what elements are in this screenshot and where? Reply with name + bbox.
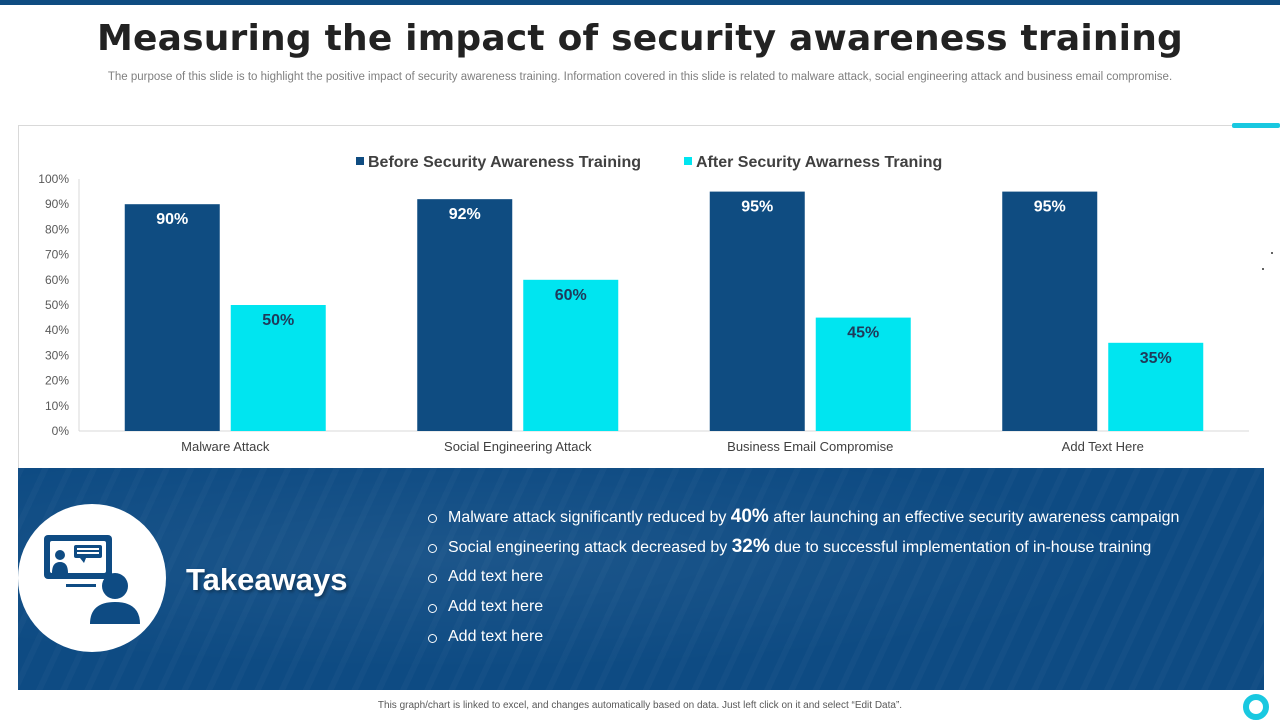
x-category-label: Add Text Here	[1062, 439, 1144, 454]
takeaway-text: Add text here	[448, 598, 544, 615]
footer-note: This graph/chart is linked to excel, and…	[377, 700, 903, 711]
y-tick-label: 100%	[38, 172, 69, 186]
page-subtitle: The purpose of this slide is to highligh…	[107, 71, 1173, 83]
takeaways-icon-circle	[18, 504, 166, 652]
bar-data-label: 35%	[1140, 350, 1172, 367]
takeaway-text: due to successful implementation of in-h…	[769, 539, 1152, 556]
takeaway-highlight: 32%	[731, 536, 770, 557]
bar-after	[523, 279, 619, 431]
takeaway-text: Add text here	[448, 628, 544, 645]
legend-swatch	[684, 157, 692, 165]
bar-before	[1002, 191, 1098, 431]
chart-frame	[18, 125, 1264, 468]
y-tick-label: 0%	[52, 424, 70, 438]
takeaways-list: Malware attack significantly reduced by …	[428, 504, 1248, 654]
y-tick-label: 30%	[45, 348, 69, 362]
takeaway-text: Add text here	[448, 568, 544, 585]
page-title: Measuring the impact of security awarene…	[96, 18, 1184, 59]
bullet-ring-icon	[428, 514, 437, 523]
y-tick-label: 50%	[45, 298, 69, 312]
y-tick-label: 10%	[45, 399, 69, 413]
bar-chart[interactable]: 0% 10% 20% 30% 40% 50% 60% 70% 80% 90% 100% 90% 50% M…	[0, 125, 1280, 468]
top-accent-bar	[0, 0, 1280, 5]
bar-data-label: 95%	[741, 199, 773, 216]
y-tick-label: 70%	[45, 248, 69, 262]
takeaway-item: Malware attack significantly reduced by …	[428, 504, 1248, 534]
bar-after	[1108, 342, 1204, 431]
takeaway-highlight: 40%	[730, 506, 769, 527]
legend-label: After Security Awarness Traning	[696, 154, 942, 171]
bar-data-label: 90%	[156, 211, 188, 228]
bar-data-label: 50%	[262, 312, 294, 329]
legend-label: Before Security Awareness Training	[368, 154, 641, 171]
accent-line	[1232, 123, 1280, 128]
bar-after	[230, 305, 326, 431]
takeaway-item: Add text here	[428, 594, 1248, 624]
bar-before	[417, 199, 513, 431]
legend-swatch	[356, 157, 364, 165]
x-category-label: Malware Attack	[181, 439, 270, 454]
x-category-label: Business Email Compromise	[727, 439, 893, 454]
bar-before	[709, 191, 805, 431]
takeaways-heading: Takeaways	[186, 562, 348, 597]
bar-data-label: 45%	[847, 325, 879, 342]
decor-dot	[1271, 252, 1273, 254]
bullet-ring-icon	[428, 634, 437, 643]
y-tick-label: 20%	[45, 374, 69, 388]
takeaway-item: Add text here	[428, 624, 1248, 654]
y-tick-label: 80%	[45, 222, 69, 236]
y-tick-label: 60%	[45, 273, 69, 287]
bullet-ring-icon	[428, 544, 437, 553]
bar-data-label: 95%	[1034, 199, 1066, 216]
takeaway-text: after launching an effective security aw…	[768, 509, 1180, 526]
takeaway-text: Social engineering attack decreased by	[448, 539, 732, 556]
bullet-ring-icon	[428, 604, 437, 613]
bar-data-label: 60%	[555, 287, 587, 304]
decor-dot	[1262, 268, 1264, 270]
corner-ring-decor	[1243, 694, 1269, 720]
bar-data-label: 92%	[449, 206, 481, 223]
panel-background-texture	[18, 468, 1264, 690]
bar-before	[124, 204, 220, 431]
y-tick-label: 90%	[45, 197, 69, 211]
takeaway-item: Social engineering attack decreased by 3…	[428, 534, 1248, 564]
y-tick-label: 40%	[45, 323, 69, 337]
takeaway-text: Malware attack significantly reduced by	[448, 509, 731, 526]
bullet-ring-icon	[428, 574, 437, 583]
bar-after	[815, 317, 911, 431]
takeaway-item: Add text here	[428, 564, 1248, 594]
x-category-label: Social Engineering Attack	[444, 439, 592, 454]
presentation-user-icon	[44, 535, 140, 624]
takeaways-panel: Takeaways Malware attack significantly r…	[18, 468, 1264, 690]
